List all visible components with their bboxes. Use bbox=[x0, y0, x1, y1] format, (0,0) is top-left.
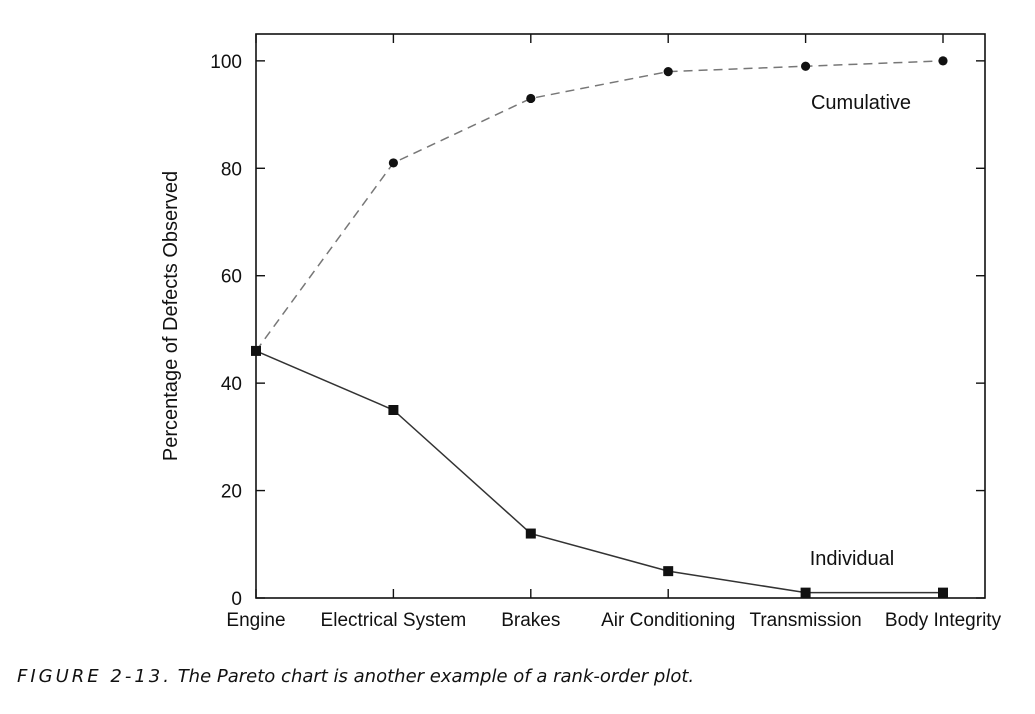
series-label-cumulative: Cumulative bbox=[811, 92, 911, 114]
series-line-individual bbox=[255, 350, 943, 594]
figure-caption-prefix: FIGURE 2-13. bbox=[17, 666, 172, 687]
point-individual bbox=[663, 566, 674, 577]
x-tick-label: Transmission bbox=[749, 610, 861, 631]
point-individual bbox=[800, 587, 811, 598]
point-cumulative bbox=[388, 158, 398, 168]
point-individual bbox=[938, 587, 948, 598]
x-tick-label: Body Integrity bbox=[885, 610, 1002, 631]
x-tick-label: Brakes bbox=[501, 610, 560, 631]
point-cumulative bbox=[801, 61, 811, 71]
y-tick-label: 100 bbox=[210, 52, 242, 73]
series-label-individual: Individual bbox=[810, 548, 895, 570]
point-individual bbox=[525, 528, 536, 539]
y-axis-label: Percentage of Defects Observed bbox=[160, 171, 182, 461]
y-tick-label: 20 bbox=[221, 482, 242, 503]
point-individual bbox=[388, 405, 399, 415]
point-cumulative bbox=[663, 67, 673, 77]
point-cumulative bbox=[526, 93, 536, 104]
point-individual bbox=[251, 345, 261, 356]
figure-caption: FIGURE 2-13. The Pareto chart is another… bbox=[17, 666, 694, 687]
point-cumulative bbox=[938, 56, 948, 66]
x-tick-label: Air Conditioning bbox=[601, 610, 735, 631]
x-tick-label: Engine bbox=[226, 610, 285, 631]
plot-frame bbox=[255, 33, 986, 599]
y-tick-label: 40 bbox=[221, 374, 242, 395]
x-tick-label: Electrical System bbox=[321, 610, 467, 631]
y-tick-label: 0 bbox=[231, 589, 242, 610]
figure-caption-text: The Pareto chart is another example of a… bbox=[171, 666, 695, 687]
series-line-cumulative bbox=[255, 60, 944, 352]
y-tick-label: 80 bbox=[221, 159, 242, 180]
y-tick-label: 60 bbox=[221, 267, 242, 288]
